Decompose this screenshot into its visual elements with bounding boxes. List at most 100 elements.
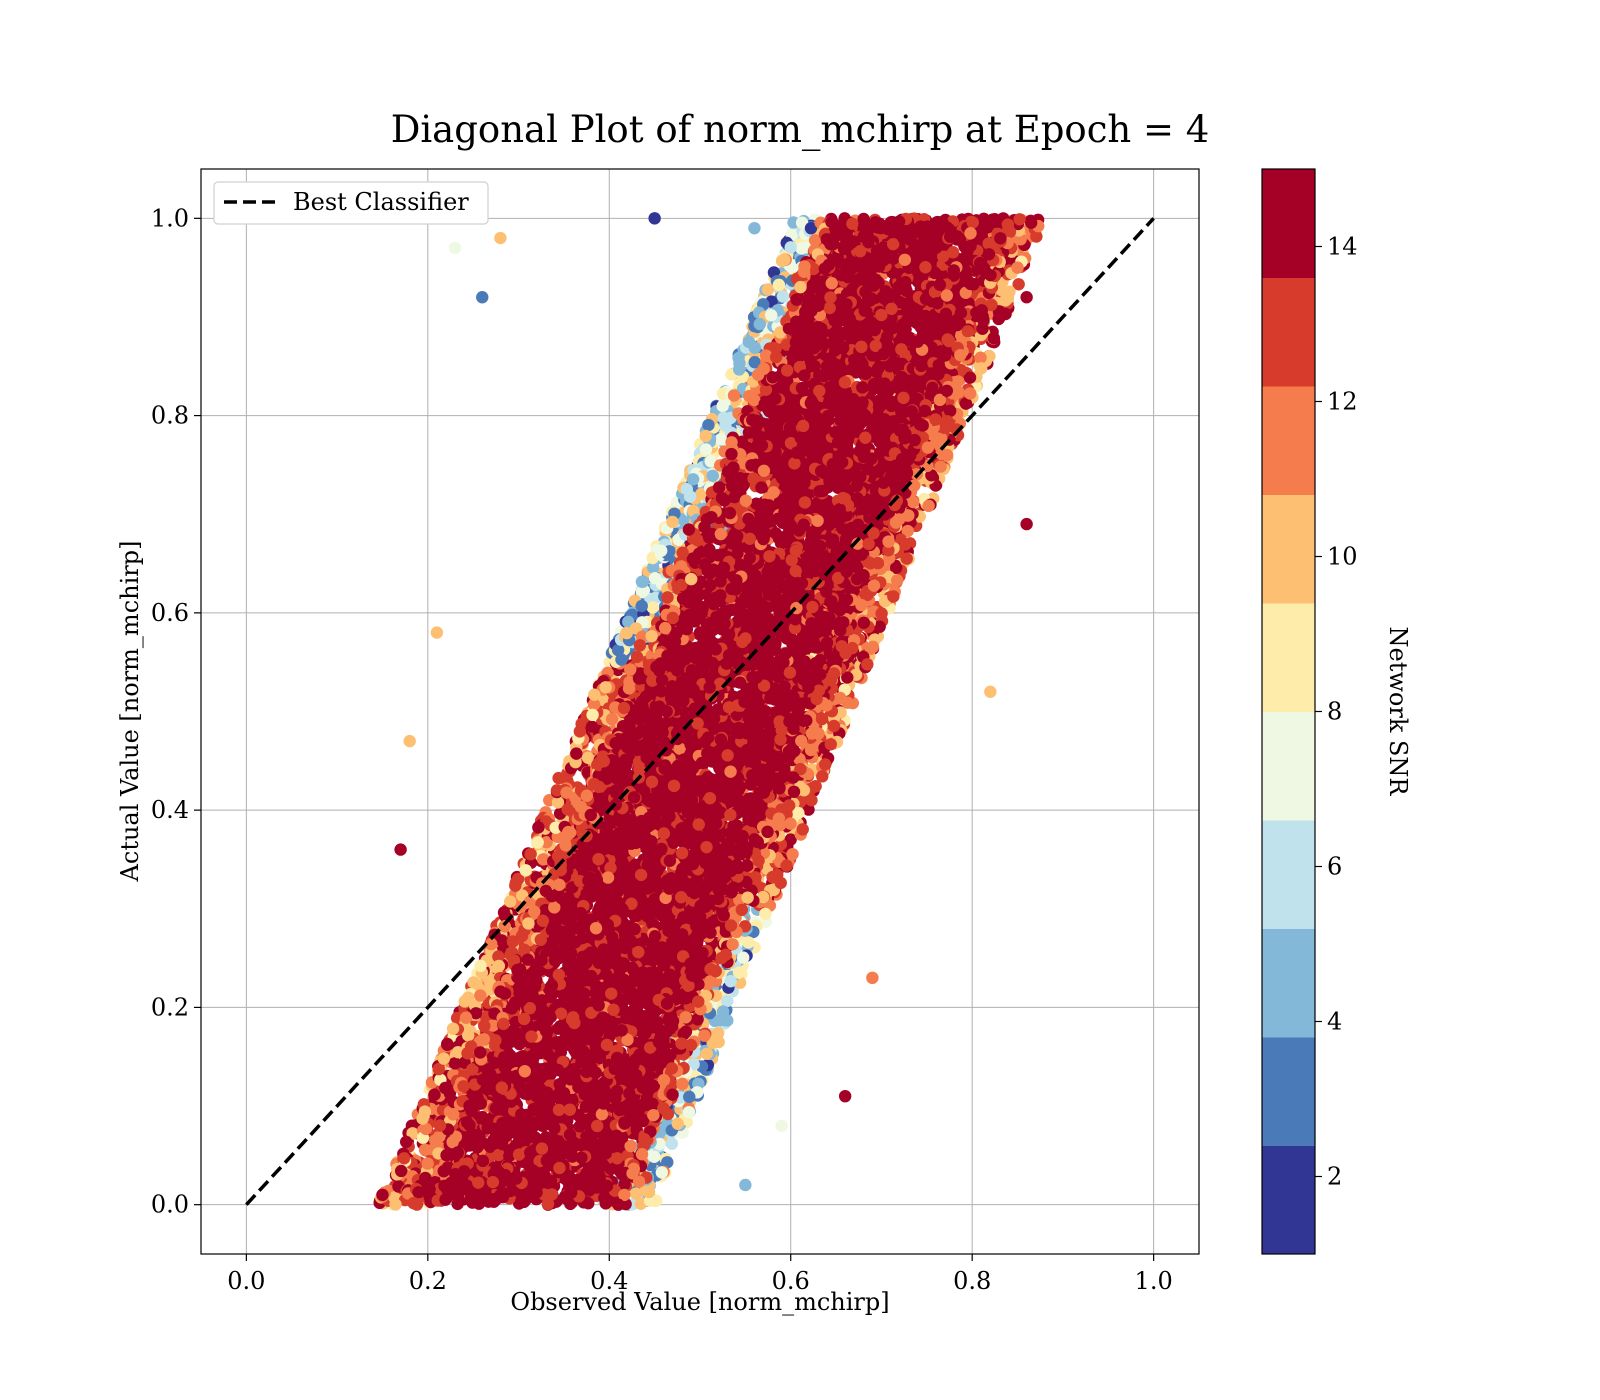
- scatter-point: [629, 1187, 643, 1200]
- scatter-point: [655, 1166, 669, 1179]
- scatter-point: [796, 823, 809, 836]
- scatter-point: [699, 443, 713, 456]
- scatter-point: [504, 895, 517, 908]
- scatter-point: [671, 1117, 684, 1130]
- scatter-point: [700, 1047, 713, 1060]
- scatter-point: [963, 387, 977, 400]
- scatter-point: [987, 331, 1001, 345]
- scatter-point: [805, 794, 818, 807]
- scatter-point: [399, 1135, 413, 1149]
- scatter-point: [682, 1105, 696, 1119]
- scatter-point: [585, 720, 599, 733]
- scatter-point: [759, 907, 772, 921]
- scatter-point: [509, 879, 522, 892]
- scatter-point: [742, 335, 756, 349]
- scatter-points: [373, 212, 1045, 1211]
- scatter-point: [428, 1088, 441, 1101]
- scatter-point: [727, 389, 741, 402]
- scatter-point: [861, 658, 874, 671]
- scatter-point: [732, 351, 745, 365]
- scatter-point: [827, 719, 841, 733]
- scatter-point: [532, 821, 545, 834]
- scatter-point: [560, 786, 573, 799]
- scatter-point: [397, 1152, 411, 1165]
- scatter-point: [1030, 230, 1043, 243]
- chart-title: Diagonal Plot of norm_mchirp at Epoch = …: [391, 108, 1210, 152]
- scatter-point: [753, 317, 767, 331]
- scatter-point: [519, 864, 532, 877]
- scatter-point: [786, 847, 799, 861]
- scatter-point: [1003, 285, 1016, 298]
- scatter-point: [474, 959, 487, 973]
- scatter-point: [974, 362, 988, 375]
- scatter-point: [474, 989, 487, 1002]
- scatter-point: [648, 571, 662, 585]
- scatter-point: [776, 290, 790, 303]
- scatter-point: [646, 601, 659, 614]
- scatter-point: [804, 743, 818, 757]
- scatter-point: [636, 575, 650, 588]
- scatter-point: [655, 544, 668, 557]
- scatter-point: [1024, 216, 1038, 229]
- scatter-point: [900, 552, 913, 565]
- scatter-point: [999, 307, 1012, 321]
- scatter-point: [492, 959, 506, 973]
- scatter-point: [389, 1198, 402, 1211]
- scatter-point: [665, 1137, 679, 1150]
- scatter-point: [891, 574, 904, 587]
- scatter-point: [875, 607, 888, 620]
- scatter-point: [441, 1038, 454, 1051]
- scatter-point: [742, 936, 755, 949]
- scatter-point: [620, 626, 633, 640]
- scatter-point: [524, 847, 537, 861]
- scatter-point: [778, 253, 791, 266]
- scatter-point: [1012, 278, 1025, 291]
- scatter-point: [816, 770, 829, 783]
- scatter-point: [772, 278, 786, 292]
- scatter-point: [887, 590, 900, 603]
- scatter-point: [611, 643, 625, 657]
- scatter-point: [824, 738, 837, 751]
- scatter-point: [732, 363, 746, 376]
- scatter-point: [702, 418, 715, 432]
- scatter-point: [699, 429, 712, 443]
- scatter-point: [446, 1022, 460, 1035]
- scatter-point: [774, 876, 787, 890]
- scatter-point: [833, 691, 847, 705]
- scatter-point: [570, 747, 583, 760]
- scatter-point: [531, 836, 544, 849]
- scatter-point: [819, 758, 832, 771]
- scatter-point: [716, 399, 729, 413]
- scatter-point: [666, 515, 679, 529]
- scatter-point: [940, 448, 954, 462]
- scatter-point: [586, 708, 599, 722]
- scatter-point: [721, 1014, 734, 1027]
- scatter-point: [552, 771, 565, 785]
- scatter-point: [934, 460, 947, 473]
- scatter-point: [642, 1185, 656, 1199]
- scatter-point: [461, 991, 475, 1004]
- scatter-point: [648, 1150, 661, 1163]
- scatter-point: [724, 974, 737, 988]
- scatter-point: [462, 1029, 475, 1042]
- scatter-point: [721, 994, 734, 1008]
- scatter-point: [866, 640, 880, 654]
- scatter-point: [635, 599, 648, 613]
- scatter-point: [899, 538, 912, 551]
- scatter-point: [437, 1052, 451, 1065]
- scatter-point: [459, 1011, 473, 1024]
- scatter-point: [394, 1164, 408, 1178]
- scatter-point: [974, 351, 987, 364]
- scatter-point: [761, 283, 775, 296]
- scatter-point: [573, 725, 587, 738]
- scatter-point: [784, 241, 797, 254]
- scatter-point: [764, 309, 778, 322]
- scatter-point: [698, 1029, 711, 1042]
- scatter-point: [717, 411, 730, 425]
- scatter-point: [588, 688, 601, 701]
- scatter-point: [706, 469, 719, 482]
- scatter-point: [683, 1090, 696, 1104]
- scatter-point: [686, 473, 700, 486]
- scatter-point: [599, 681, 612, 694]
